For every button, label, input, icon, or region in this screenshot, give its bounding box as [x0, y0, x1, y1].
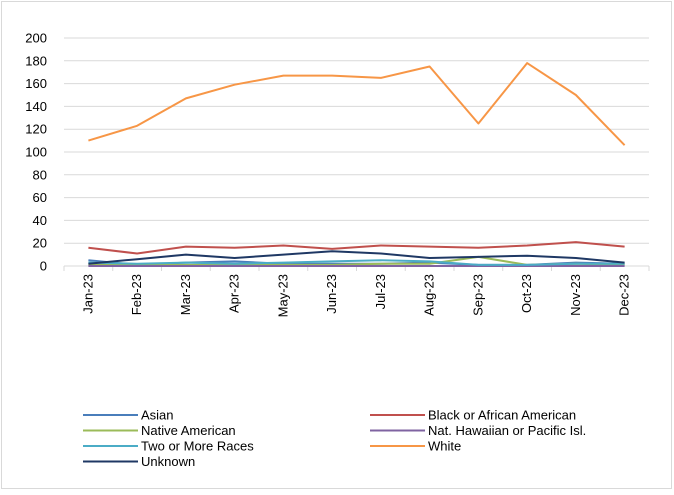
x-tick-label: Feb-23: [129, 274, 144, 315]
y-tick-label: 80: [33, 167, 47, 182]
x-tick-label: Aug-23: [422, 274, 437, 316]
y-axis-ticks: 0 20 40 60 80 100 120 140 160 180 200: [25, 31, 47, 274]
legend-item: Two or More Races: [83, 439, 254, 454]
series-line-black-or-african-american: [88, 241, 625, 255]
legend-label: Asian: [141, 408, 174, 423]
gridlines: [64, 37, 649, 244]
x-tick-label: Nov-23: [568, 274, 583, 316]
x-tick-label: Dec-23: [617, 274, 632, 316]
y-tick-label: 60: [33, 190, 47, 205]
x-tick-label: Mar-23: [178, 274, 193, 315]
legend-item: White: [370, 439, 461, 454]
x-tick-label: Jan-23: [80, 274, 95, 314]
legend-label: Black or African American: [428, 408, 576, 423]
x-tick-label: Jun-23: [324, 274, 339, 314]
y-tick-label: 20: [33, 236, 47, 251]
series-line-unknown: [88, 250, 625, 265]
x-tick-label: Oct-23: [519, 274, 534, 313]
x-tick-label: May-23: [275, 274, 290, 317]
legend-item: Asian: [83, 408, 174, 423]
legend-item: Native American: [83, 423, 236, 438]
legend-label: Unknown: [141, 454, 195, 469]
y-tick-label: 100: [25, 145, 47, 160]
legend-item: Nat. Hawaiian or Pacific Isl.: [370, 423, 586, 438]
y-tick-label: 120: [25, 122, 47, 137]
legend-label: Nat. Hawaiian or Pacific Isl.: [428, 423, 586, 438]
y-tick-label: 200: [25, 31, 47, 46]
legend-label: Native American: [141, 423, 236, 438]
series-line-two-or-more-races: [88, 259, 625, 266]
series-line-white: [88, 62, 626, 146]
legend: Asian Black or African American Native Ame…: [83, 408, 586, 469]
y-tick-label: 160: [25, 76, 47, 91]
legend-item: Unknown: [83, 454, 195, 469]
y-tick-label: 180: [25, 53, 47, 68]
series-lines: [88, 62, 626, 267]
x-axis: Jan-23 Feb-23 Mar-23 Apr-23 May-23 Jun-23 Jul-…: [63, 265, 650, 317]
x-tick-label: Sep-23: [470, 274, 485, 316]
x-tick-label: Apr-23: [227, 274, 242, 313]
legend-label: Two or More Races: [141, 439, 254, 454]
legend-label: White: [428, 439, 461, 454]
legend-item: Black or African American: [370, 408, 576, 423]
y-tick-label: 40: [33, 213, 47, 228]
y-tick-label: 0: [40, 259, 47, 274]
y-tick-label: 140: [25, 99, 47, 114]
x-tick-label: Jul-23: [373, 274, 388, 309]
